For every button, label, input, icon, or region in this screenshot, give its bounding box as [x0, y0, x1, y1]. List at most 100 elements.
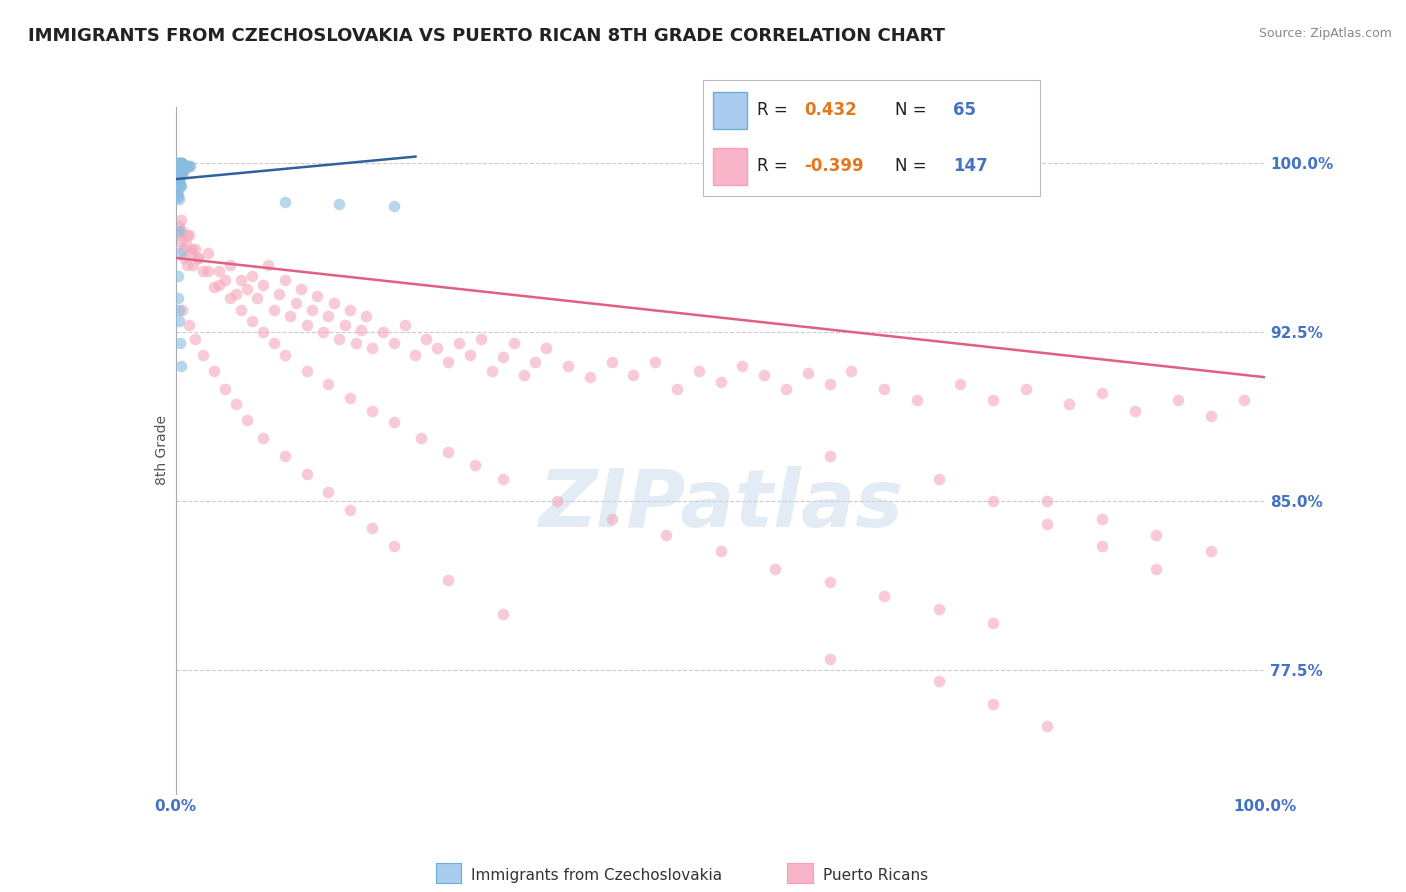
- Point: [710, 543, 733, 558]
- Point: [415, 332, 437, 346]
- Point: [981, 697, 1004, 711]
- Point: [219, 258, 242, 272]
- Point: [184, 332, 207, 346]
- Point: [202, 363, 225, 377]
- Point: [170, 178, 193, 193]
- Point: [173, 163, 195, 178]
- Point: [235, 413, 257, 427]
- Point: [176, 258, 198, 272]
- Point: [166, 172, 188, 186]
- Point: [170, 156, 193, 170]
- Point: [796, 366, 818, 380]
- Point: [170, 165, 193, 179]
- Point: [524, 354, 547, 368]
- Point: [295, 318, 318, 333]
- Point: [167, 219, 190, 234]
- Point: [328, 197, 350, 211]
- Point: [513, 368, 536, 382]
- Point: [169, 246, 191, 260]
- Text: N =: N =: [896, 102, 927, 120]
- Point: [301, 302, 323, 317]
- Point: [252, 277, 274, 292]
- Point: [1091, 512, 1114, 526]
- Point: [405, 348, 427, 362]
- Point: [170, 212, 193, 227]
- Point: [290, 282, 312, 296]
- Point: [818, 575, 841, 590]
- Point: [186, 251, 209, 265]
- Point: [172, 163, 194, 178]
- Point: [1144, 562, 1167, 576]
- Point: [274, 194, 297, 209]
- Point: [252, 325, 274, 339]
- Point: [344, 336, 367, 351]
- Point: [1036, 494, 1059, 508]
- Point: [437, 573, 460, 587]
- Point: [191, 264, 214, 278]
- Point: [426, 341, 449, 355]
- Text: Immigrants from Czechoslovakia: Immigrants from Czechoslovakia: [471, 869, 723, 883]
- Point: [360, 404, 382, 418]
- Point: [873, 382, 896, 396]
- Text: R =: R =: [756, 102, 787, 120]
- Point: [312, 325, 335, 339]
- Point: [818, 377, 841, 392]
- Point: [278, 310, 301, 324]
- Point: [225, 397, 247, 411]
- Point: [1015, 382, 1038, 396]
- Point: [382, 539, 405, 553]
- Point: [274, 348, 297, 362]
- Point: [360, 521, 382, 535]
- Point: [172, 159, 194, 173]
- Point: [666, 382, 689, 396]
- Point: [1199, 543, 1222, 558]
- Point: [600, 512, 623, 526]
- Point: [176, 159, 198, 173]
- Point: [318, 377, 340, 392]
- Point: [172, 156, 194, 170]
- Point: [181, 258, 204, 272]
- Point: [172, 224, 194, 238]
- Point: [928, 472, 950, 486]
- Point: [873, 589, 896, 603]
- Point: [818, 449, 841, 463]
- Text: N =: N =: [896, 157, 927, 175]
- Point: [180, 246, 202, 260]
- Point: [197, 264, 219, 278]
- Point: [167, 187, 190, 202]
- Point: [274, 449, 297, 463]
- Point: [167, 156, 190, 170]
- Point: [339, 302, 361, 317]
- Point: [167, 174, 190, 188]
- Point: [546, 494, 568, 508]
- Point: [214, 382, 236, 396]
- Text: 147: 147: [953, 157, 987, 175]
- Point: [240, 268, 263, 283]
- Point: [167, 268, 190, 283]
- Point: [167, 165, 190, 179]
- Point: [928, 602, 950, 616]
- Point: [174, 159, 197, 173]
- Point: [492, 472, 515, 486]
- Point: [177, 159, 200, 173]
- Point: [167, 161, 190, 175]
- Point: [179, 159, 201, 173]
- FancyBboxPatch shape: [713, 92, 747, 129]
- Point: [492, 350, 515, 364]
- Text: Puerto Ricans: Puerto Ricans: [823, 869, 928, 883]
- Point: [579, 370, 602, 384]
- Point: [167, 314, 190, 328]
- Point: [981, 615, 1004, 630]
- Point: [202, 280, 225, 294]
- Point: [167, 193, 190, 207]
- Point: [492, 607, 515, 621]
- Text: Source: ZipAtlas.com: Source: ZipAtlas.com: [1258, 27, 1392, 40]
- Point: [775, 382, 797, 396]
- Point: [176, 228, 198, 243]
- Point: [382, 199, 405, 213]
- Point: [655, 528, 678, 542]
- Point: [169, 165, 191, 179]
- Point: [170, 156, 193, 170]
- Point: [688, 363, 710, 377]
- Point: [169, 178, 191, 193]
